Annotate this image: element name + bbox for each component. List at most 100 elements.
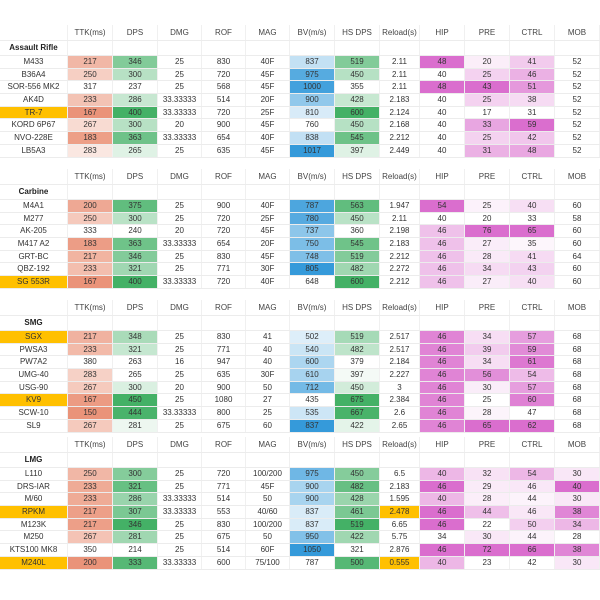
- reload-cell[interactable]: 2.384: [380, 394, 420, 407]
- name-cell[interactable]: L110: [0, 468, 68, 480]
- bv-cell[interactable]: 712: [290, 381, 335, 394]
- bv-cell[interactable]: 435: [290, 394, 335, 407]
- bv-cell[interactable]: 837: [290, 506, 335, 518]
- hs-cell[interactable]: 428: [335, 493, 380, 506]
- ctrl-cell[interactable]: 61: [510, 356, 555, 369]
- pre-cell[interactable]: 25: [465, 132, 510, 144]
- mob-cell[interactable]: 68: [555, 369, 600, 381]
- name-cell[interactable]: SCW-10: [0, 407, 68, 419]
- dps-cell[interactable]: 400: [113, 106, 158, 119]
- mag-cell[interactable]: 60: [246, 419, 290, 432]
- hs-cell[interactable]: 500: [335, 556, 380, 569]
- pre-cell[interactable]: 28: [465, 493, 510, 506]
- ctrl-cell[interactable]: 57: [510, 331, 555, 343]
- pre-cell[interactable]: 27: [465, 276, 510, 288]
- dmg-cell[interactable]: 25: [158, 212, 202, 225]
- ttk-cell[interactable]: 267: [68, 381, 113, 394]
- ttk-cell[interactable]: 200: [68, 200, 113, 212]
- mob-cell[interactable]: 52: [555, 119, 600, 132]
- dps-cell[interactable]: 281: [113, 531, 158, 544]
- column-header[interactable]: HIP: [420, 437, 465, 452]
- rof-cell[interactable]: 635: [202, 369, 246, 381]
- table-row[interactable]: PW7A2 380 263 16 947 40 600 379 2.184 46 34 61 68: [0, 356, 600, 370]
- ttk-cell[interactable]: 233: [68, 94, 113, 106]
- dmg-cell[interactable]: 25: [158, 544, 202, 556]
- name-cell[interactable]: M4A1: [0, 200, 68, 212]
- dmg-cell[interactable]: 33.33333: [158, 493, 202, 506]
- mag-cell[interactable]: 40F: [246, 276, 290, 288]
- ttk-cell[interactable]: 217: [68, 518, 113, 531]
- ttk-cell[interactable]: 150: [68, 407, 113, 419]
- mob-cell[interactable]: 38: [555, 544, 600, 556]
- table-row[interactable]: DRS-IAR 233 321 25 771 45F 900 482 2.183 46 29 46 40: [0, 480, 600, 494]
- bv-cell[interactable]: 1000: [290, 81, 335, 94]
- name-cell[interactable]: PWSA3: [0, 343, 68, 356]
- hip-cell[interactable]: 40: [420, 468, 465, 480]
- pre-cell[interactable]: 34: [465, 331, 510, 343]
- name-cell[interactable]: M433: [0, 56, 68, 68]
- dmg-cell[interactable]: 25: [158, 419, 202, 432]
- table-row[interactable]: KORD 6P67 267 300 20 900 45F 760 450 2.168 40 33 59…: [0, 119, 600, 133]
- hip-cell[interactable]: 48: [420, 81, 465, 94]
- mob-cell[interactable]: 60: [555, 263, 600, 276]
- ttk-cell[interactable]: 250: [68, 468, 113, 480]
- mob-cell[interactable]: 60: [555, 276, 600, 288]
- dps-cell[interactable]: 363: [113, 132, 158, 144]
- rof-cell[interactable]: 900: [202, 200, 246, 212]
- rof-cell[interactable]: 1080: [202, 394, 246, 407]
- rof-cell[interactable]: 771: [202, 263, 246, 276]
- column-header[interactable]: CTRL: [510, 437, 555, 452]
- mag-cell[interactable]: 100/200: [246, 468, 290, 480]
- ctrl-cell[interactable]: 59: [510, 119, 555, 132]
- bv-cell[interactable]: 1017: [290, 144, 335, 157]
- pre-cell[interactable]: 22: [465, 518, 510, 531]
- table-row[interactable]: SL9 267 281 25 675 60 837 422 2.65 46 65 62 68: [0, 419, 600, 433]
- hs-cell[interactable]: 428: [335, 94, 380, 106]
- column-header[interactable]: DPS: [113, 437, 158, 452]
- pre-cell[interactable]: 43: [465, 81, 510, 94]
- ttk-cell[interactable]: 317: [68, 81, 113, 94]
- hip-cell[interactable]: 46: [420, 369, 465, 381]
- dmg-cell[interactable]: 25: [158, 68, 202, 81]
- hs-cell[interactable]: 450: [335, 212, 380, 225]
- ttk-cell[interactable]: 350: [68, 544, 113, 556]
- hs-cell[interactable]: 397: [335, 144, 380, 157]
- ctrl-cell[interactable]: 46: [510, 506, 555, 518]
- mag-cell[interactable]: 45F: [246, 225, 290, 238]
- ttk-cell[interactable]: 233: [68, 263, 113, 276]
- table-row[interactable]: M4A1 200 375 25 900 40F 787 563 1.947 54 25 40 60: [0, 200, 600, 213]
- hs-cell[interactable]: 667: [335, 407, 380, 419]
- mag-cell[interactable]: 30F: [246, 263, 290, 276]
- dps-cell[interactable]: 400: [113, 276, 158, 288]
- column-header[interactable]: Reload(s): [380, 300, 420, 315]
- hip-cell[interactable]: 46: [420, 276, 465, 288]
- dps-cell[interactable]: 307: [113, 506, 158, 518]
- dmg-cell[interactable]: 25: [158, 144, 202, 157]
- rof-cell[interactable]: 675: [202, 419, 246, 432]
- hip-cell[interactable]: 46: [420, 356, 465, 369]
- reload-cell[interactable]: 2.65: [380, 419, 420, 432]
- pre-cell[interactable]: 25: [465, 68, 510, 81]
- mob-cell[interactable]: 52: [555, 94, 600, 106]
- rof-cell[interactable]: 830: [202, 331, 246, 343]
- hip-cell[interactable]: 46: [420, 225, 465, 238]
- hip-cell[interactable]: 46: [420, 480, 465, 493]
- reload-cell[interactable]: 3: [380, 381, 420, 394]
- pre-cell[interactable]: 20: [465, 212, 510, 225]
- reload-cell[interactable]: 2.517: [380, 343, 420, 356]
- hs-cell[interactable]: 397: [335, 369, 380, 381]
- pre-cell[interactable]: 23: [465, 556, 510, 569]
- mag-cell[interactable]: 45F: [246, 250, 290, 263]
- column-header[interactable]: TTK(ms): [68, 300, 113, 315]
- reload-cell[interactable]: 5.75: [380, 531, 420, 544]
- pre-cell[interactable]: 28: [465, 250, 510, 263]
- hs-cell[interactable]: 600: [335, 276, 380, 288]
- column-header[interactable]: ROF: [202, 300, 246, 315]
- dps-cell[interactable]: 300: [113, 212, 158, 225]
- table-row[interactable]: NVO-228E 183 363 33.33333 654 40F 838 545 2.212 4…: [0, 132, 600, 145]
- hs-cell[interactable]: 321: [335, 544, 380, 556]
- ctrl-cell[interactable]: 31: [510, 106, 555, 119]
- column-header[interactable]: TTK(ms): [68, 169, 113, 184]
- table-row[interactable]: SG 553R 167 400 33.33333 720 40F 648 600 2.212 46…: [0, 276, 600, 289]
- dmg-cell[interactable]: 20: [158, 119, 202, 132]
